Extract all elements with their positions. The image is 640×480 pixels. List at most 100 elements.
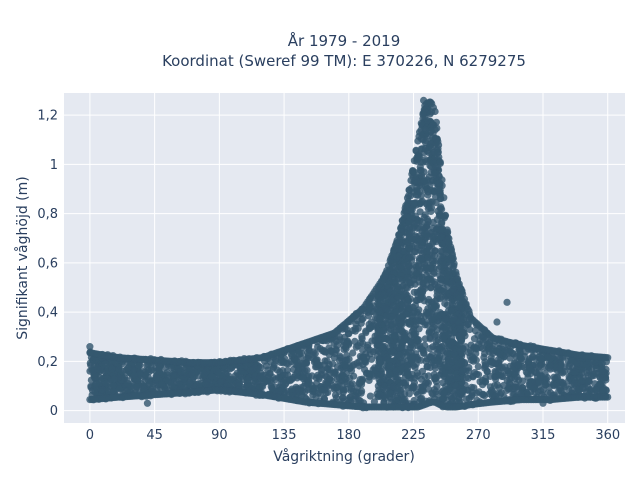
- scatter-point: [148, 366, 156, 374]
- scatter-point: [403, 284, 411, 292]
- scatter-point: [584, 372, 592, 380]
- scatter-point: [427, 140, 435, 148]
- scatter-point: [432, 331, 440, 339]
- scatter-point: [512, 383, 520, 391]
- scatter-point: [397, 313, 405, 321]
- scatter-point: [346, 394, 354, 402]
- scatter-point: [207, 373, 216, 381]
- scatter-point: [257, 364, 265, 372]
- scatter-point: [579, 384, 587, 392]
- scatter-point: [425, 372, 433, 380]
- scatter-point-outlier: [420, 96, 428, 104]
- scatter-point: [388, 313, 396, 321]
- scatter-point: [432, 199, 440, 207]
- scatter-point: [430, 169, 438, 177]
- scatter-point: [485, 390, 494, 398]
- scatter-point: [91, 388, 99, 396]
- scatter-point: [417, 375, 425, 383]
- scatter-point: [445, 325, 453, 333]
- scatter-point: [559, 369, 567, 377]
- scatter-point: [412, 317, 420, 325]
- chart-title-line2: Koordinat (Sweref 99 TM): E 370226, N 62…: [162, 52, 526, 70]
- scatter-point: [140, 383, 148, 391]
- scatter-point: [449, 316, 457, 325]
- scatter-point: [462, 373, 470, 381]
- scatter-point: [537, 355, 545, 363]
- scatter-point: [495, 384, 503, 392]
- scatter-point: [426, 198, 434, 206]
- scatter-point: [604, 393, 612, 401]
- scatter-point: [417, 345, 425, 353]
- scatter-point: [450, 260, 458, 268]
- scatter-point: [309, 351, 317, 359]
- scatter-point: [288, 385, 296, 393]
- scatter-point: [408, 384, 416, 392]
- scatter-point: [482, 374, 490, 382]
- y-tick-label: 0: [50, 404, 58, 419]
- scatter-point: [380, 327, 388, 335]
- scatter-point: [417, 119, 425, 127]
- scatter-point: [418, 239, 426, 247]
- scatter-point: [604, 354, 612, 362]
- scatter-point: [344, 330, 352, 338]
- scatter-point: [382, 385, 390, 393]
- scatter-point: [108, 365, 116, 373]
- scatter-point: [481, 358, 489, 366]
- scatter-point: [400, 333, 409, 341]
- scatter-point-outlier: [539, 399, 547, 407]
- scatter-point: [550, 382, 558, 390]
- scatter-point: [398, 365, 406, 373]
- scatter-point: [401, 395, 409, 404]
- scatter-point: [390, 349, 398, 357]
- scatter-point: [425, 295, 433, 304]
- scatter-point: [417, 254, 425, 263]
- scatter-point: [163, 371, 171, 379]
- scatter-point: [437, 275, 445, 283]
- scatter-point: [421, 156, 429, 164]
- scatter-point: [382, 353, 390, 361]
- scatter-point: [101, 360, 109, 368]
- scatter-point: [534, 378, 542, 386]
- scatter-point: [434, 312, 442, 320]
- scatter-point: [412, 248, 420, 256]
- scatter-point: [259, 382, 267, 391]
- scatter-point: [380, 291, 388, 299]
- scatter-point: [132, 383, 140, 391]
- scatter-point: [491, 392, 499, 400]
- scatter-point-outlier: [457, 293, 465, 302]
- scatter-point: [494, 368, 503, 376]
- scatter-point: [395, 275, 403, 283]
- scatter-point: [459, 345, 467, 353]
- scatter-point: [367, 323, 375, 331]
- scatter-point: [395, 351, 403, 359]
- y-tick-label: 0,8: [37, 207, 58, 222]
- scatter-point: [479, 390, 487, 398]
- scatter-point: [386, 371, 394, 379]
- scatter-point: [317, 367, 325, 375]
- scatter-point: [541, 381, 549, 389]
- scatter-point: [417, 171, 426, 179]
- scatter-point: [354, 389, 362, 397]
- scatter-points: [86, 96, 612, 412]
- scatter-point: [357, 319, 365, 327]
- scatter-point: [375, 307, 383, 315]
- scatter-point: [383, 305, 391, 313]
- scatter-point: [435, 346, 443, 354]
- scatter-point: [410, 275, 418, 284]
- scatter-point: [430, 148, 438, 157]
- scatter-point: [127, 382, 135, 390]
- scatter-point: [444, 363, 452, 371]
- scatter-point: [275, 387, 283, 395]
- scatter-point: [404, 304, 412, 312]
- scatter-point: [376, 359, 384, 367]
- scatter-point: [409, 167, 417, 175]
- x-tick-label: 225: [401, 428, 426, 443]
- scatter-point: [517, 390, 525, 398]
- scatter-point: [449, 286, 457, 294]
- scatter-point: [408, 206, 416, 214]
- scatter-point: [324, 381, 332, 389]
- scatter-point: [423, 310, 431, 318]
- x-tick-label: 90: [211, 428, 228, 443]
- scatter-point: [145, 380, 153, 388]
- scatter-point: [404, 298, 412, 307]
